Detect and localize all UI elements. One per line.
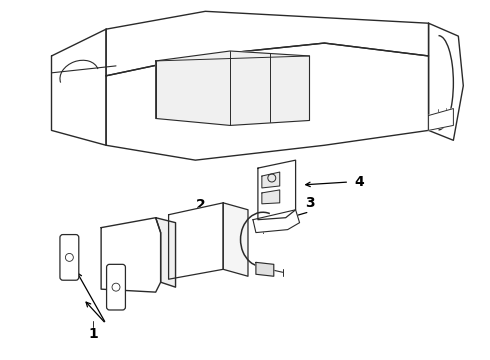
- FancyBboxPatch shape: [107, 264, 125, 310]
- Polygon shape: [106, 11, 429, 76]
- Text: 3: 3: [305, 196, 314, 210]
- Text: 2: 2: [196, 198, 205, 212]
- Text: 1: 1: [88, 327, 98, 341]
- Polygon shape: [223, 203, 248, 276]
- Polygon shape: [253, 210, 299, 233]
- Polygon shape: [256, 262, 274, 276]
- Polygon shape: [51, 29, 106, 145]
- Polygon shape: [101, 218, 161, 292]
- Polygon shape: [258, 160, 295, 220]
- Polygon shape: [156, 218, 175, 287]
- Polygon shape: [429, 109, 453, 130]
- FancyBboxPatch shape: [60, 235, 79, 280]
- Polygon shape: [262, 190, 280, 204]
- Polygon shape: [156, 51, 310, 125]
- Text: 4: 4: [354, 175, 364, 189]
- Polygon shape: [262, 172, 280, 188]
- Polygon shape: [169, 203, 223, 279]
- Polygon shape: [429, 23, 464, 140]
- Polygon shape: [106, 43, 429, 160]
